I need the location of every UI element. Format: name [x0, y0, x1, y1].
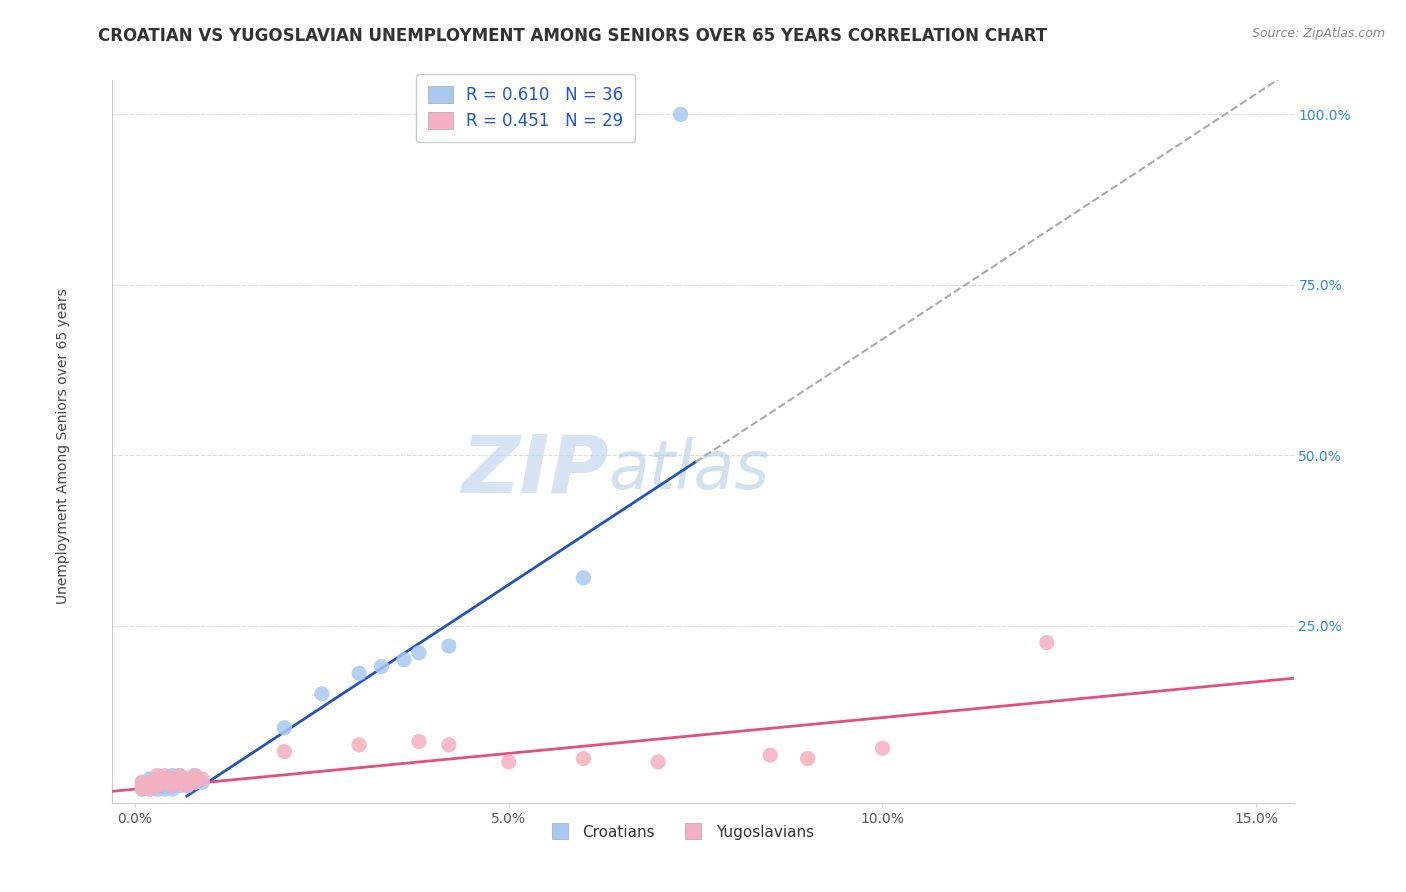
Point — [191, 775, 214, 789]
Point — [146, 782, 169, 797]
Point — [347, 738, 370, 752]
Point — [872, 741, 894, 756]
Point — [183, 768, 205, 782]
Point — [370, 659, 392, 673]
Point — [153, 768, 176, 782]
Point — [183, 768, 205, 782]
Point — [183, 775, 205, 789]
Text: atlas: atlas — [609, 437, 769, 503]
Point — [176, 779, 198, 793]
Point — [176, 779, 198, 793]
Point — [146, 779, 169, 793]
Point — [183, 775, 205, 789]
Point — [153, 772, 176, 786]
Point — [669, 107, 692, 121]
Point — [146, 772, 169, 786]
Point — [273, 745, 295, 759]
Point — [408, 646, 430, 660]
Point — [647, 755, 669, 769]
Point — [153, 775, 176, 789]
Point — [146, 768, 169, 782]
Point — [169, 775, 191, 789]
Point — [146, 772, 169, 786]
Point — [392, 653, 415, 667]
Point — [437, 639, 460, 653]
Point — [131, 775, 153, 789]
Point — [153, 775, 176, 789]
Point — [153, 779, 176, 793]
Point — [169, 779, 191, 793]
Legend: Croatians, Yugoslavians: Croatians, Yugoslavians — [538, 819, 821, 846]
Text: Unemployment Among Seniors over 65 years: Unemployment Among Seniors over 65 years — [56, 288, 70, 604]
Point — [131, 782, 153, 797]
Point — [139, 775, 162, 789]
Point — [498, 755, 520, 769]
Point — [162, 779, 184, 793]
Point — [162, 779, 184, 793]
Point — [131, 775, 153, 789]
Text: Source: ZipAtlas.com: Source: ZipAtlas.com — [1251, 27, 1385, 40]
Text: CROATIAN VS YUGOSLAVIAN UNEMPLOYMENT AMONG SENIORS OVER 65 YEARS CORRELATION CHA: CROATIAN VS YUGOSLAVIAN UNEMPLOYMENT AMO… — [98, 27, 1047, 45]
Point — [139, 772, 162, 786]
Text: ZIP: ZIP — [461, 432, 609, 509]
Point — [139, 782, 162, 797]
Point — [162, 782, 184, 797]
Point — [131, 782, 153, 797]
Point — [162, 768, 184, 782]
Point — [572, 571, 595, 585]
Point — [572, 751, 595, 765]
Point — [139, 782, 162, 797]
Point — [131, 779, 153, 793]
Point — [347, 666, 370, 681]
Point — [139, 775, 162, 789]
Point — [162, 772, 184, 786]
Point — [311, 687, 333, 701]
Point — [146, 775, 169, 789]
Point — [408, 734, 430, 748]
Point — [796, 751, 818, 765]
Point — [176, 772, 198, 786]
Point — [139, 779, 162, 793]
Point — [176, 772, 198, 786]
Point — [191, 772, 214, 786]
Point — [1036, 635, 1059, 649]
Point — [146, 779, 169, 793]
Point — [169, 775, 191, 789]
Point — [273, 721, 295, 735]
Point — [169, 768, 191, 782]
Point — [162, 775, 184, 789]
Point — [153, 782, 176, 797]
Point — [759, 748, 782, 763]
Point — [437, 738, 460, 752]
Point — [169, 768, 191, 782]
